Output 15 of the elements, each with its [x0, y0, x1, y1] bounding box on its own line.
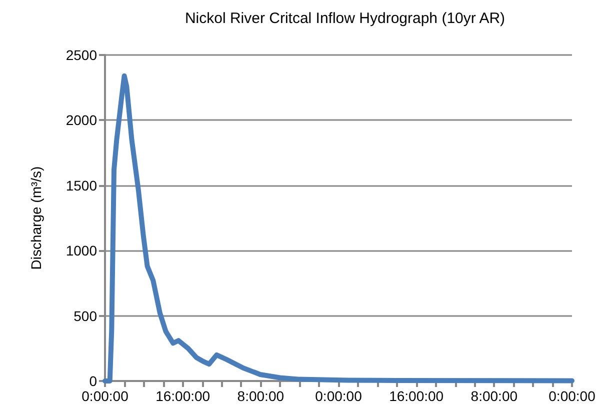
- y-tick-label: 2000: [66, 112, 98, 128]
- x-tick-label: 0:00:00: [82, 388, 129, 404]
- x-tick-label: 16:00:00: [389, 388, 444, 404]
- x-tick-label: 0:00:00: [315, 388, 362, 404]
- y-tick-label: 1500: [66, 177, 98, 194]
- chart-title: Nickol River Critcal Inflow Hydrograph (10yr AR): [184, 10, 506, 27]
- x-tick-label: 16:00:00: [156, 388, 210, 404]
- x-tick-label: 8:00:00: [470, 388, 518, 404]
- y-tick-label: 1000: [66, 242, 98, 259]
- y-tick-label: 500: [74, 308, 98, 324]
- y-tick-label: 0: [89, 373, 98, 389]
- y-axis-title: Discharge (m³/s): [28, 166, 44, 270]
- y-tick-label: 2500: [66, 47, 98, 63]
- x-tick-label: 8:00:00: [237, 388, 284, 404]
- x-tick-label: 0:00:00: [548, 388, 596, 404]
